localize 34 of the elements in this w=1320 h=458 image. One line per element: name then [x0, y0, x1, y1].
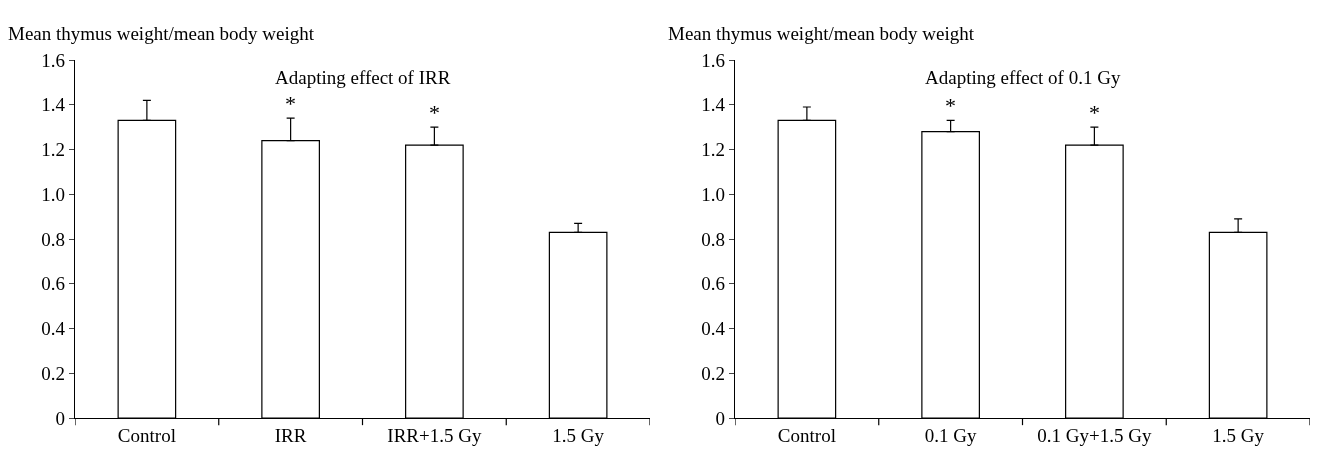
y-tick-label: 1.4 — [41, 94, 66, 116]
x-tick-label: 1.5 Gy — [1212, 425, 1265, 446]
y-tick-label: 1.6 — [701, 49, 725, 71]
annotation: * — [1089, 100, 1100, 125]
chart-title: Adapting effect of 0.1 Gy — [925, 67, 1121, 88]
y-tick-label: 0.8 — [701, 228, 725, 250]
y-tick-label: 0.2 — [41, 362, 65, 384]
y-tick-label: 0 — [715, 407, 725, 429]
y-axis-title: Mean thymus weight/mean body weight — [8, 23, 315, 44]
y-tick-label: 0.6 — [41, 273, 65, 295]
annotation: * — [945, 93, 956, 118]
y-tick-label: 1.0 — [41, 183, 65, 205]
x-tick-label: Control — [117, 425, 176, 446]
y-tick-label: 1.2 — [701, 139, 725, 161]
x-tick-label: 0.1 Gy — [924, 425, 977, 446]
y-tick-label: 1.0 — [701, 183, 725, 205]
annotation: * — [429, 100, 440, 125]
y-tick-label: 0 — [55, 407, 65, 429]
x-tick-label: IRR+1.5 Gy — [387, 425, 482, 446]
chart-title: Adapting effect of IRR — [275, 67, 451, 88]
y-axis-title: Mean thymus weight/mean body weight — [668, 23, 975, 44]
y-tick-label: 0.4 — [41, 318, 66, 340]
annotation: * — [285, 91, 296, 116]
x-tick-label: 0.1 Gy+1.5 Gy — [1037, 425, 1152, 446]
y-tick-label: 1.6 — [41, 49, 65, 71]
y-tick-label: 0.6 — [701, 273, 725, 295]
x-tick-label: Control — [777, 425, 836, 446]
x-tick-label: IRR — [274, 425, 307, 446]
y-tick-label: 0.2 — [701, 362, 725, 384]
y-tick-label: 1.4 — [701, 94, 726, 116]
y-tick-label: 0.8 — [41, 228, 65, 250]
x-tick-label: 1.5 Gy — [552, 425, 605, 446]
y-tick-label: 0.4 — [701, 318, 726, 340]
y-tick-label: 1.2 — [41, 139, 65, 161]
